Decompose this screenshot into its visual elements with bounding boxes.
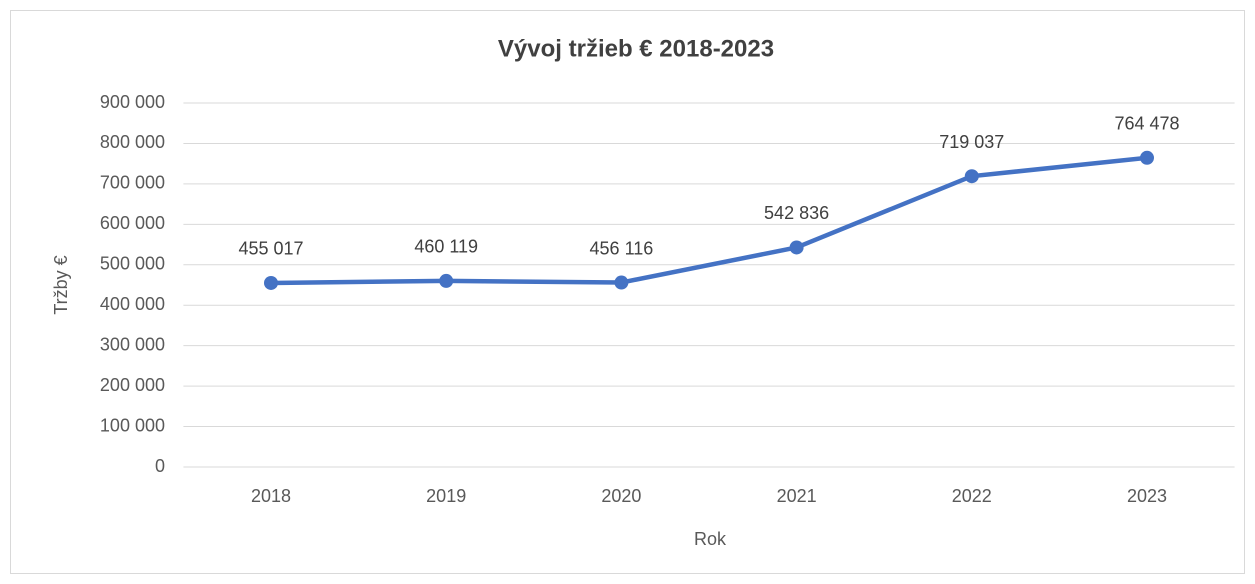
data-label: 764 478 xyxy=(1114,114,1179,134)
data-label: 455 017 xyxy=(238,239,303,259)
x-tick-label: 2018 xyxy=(251,486,291,506)
y-tick-label: 600 000 xyxy=(100,213,165,233)
data-point xyxy=(614,275,629,290)
y-tick-label: 300 000 xyxy=(100,334,165,354)
series-line xyxy=(270,155,1148,286)
data-point xyxy=(789,240,804,255)
data-label: 719 037 xyxy=(939,132,1004,152)
data-label: 456 116 xyxy=(590,238,654,258)
x-tick-label: 2022 xyxy=(952,486,992,506)
x-tick-label: 2020 xyxy=(601,486,641,506)
data-point xyxy=(439,273,454,288)
y-tick-label: 900 000 xyxy=(100,92,165,112)
x-axis-label: Rok xyxy=(694,529,727,549)
data-point xyxy=(964,169,979,184)
y-axis-label: Tržby € xyxy=(51,255,71,314)
y-tick-label: 100 000 xyxy=(100,415,165,435)
y-tick-label: 500 000 xyxy=(100,254,165,274)
data-label: 460 119 xyxy=(414,237,478,257)
data-label: 542 836 xyxy=(764,203,829,223)
x-tick-label: 2021 xyxy=(777,486,817,506)
y-tick-label: 200 000 xyxy=(100,375,165,395)
x-tick-label: 2019 xyxy=(426,486,466,506)
x-tick-label: 2023 xyxy=(1127,486,1167,506)
y-tick-label: 700 000 xyxy=(100,173,165,193)
y-tick-label: 800 000 xyxy=(100,132,165,152)
y-tick-label: 400 000 xyxy=(100,294,165,314)
chart-title: Vývoj tržieb € 2018-2023 xyxy=(498,35,774,62)
y-tick-label: 0 xyxy=(155,456,165,476)
data-point xyxy=(1140,150,1154,165)
data-point xyxy=(264,275,278,290)
chart-border xyxy=(10,10,1245,574)
